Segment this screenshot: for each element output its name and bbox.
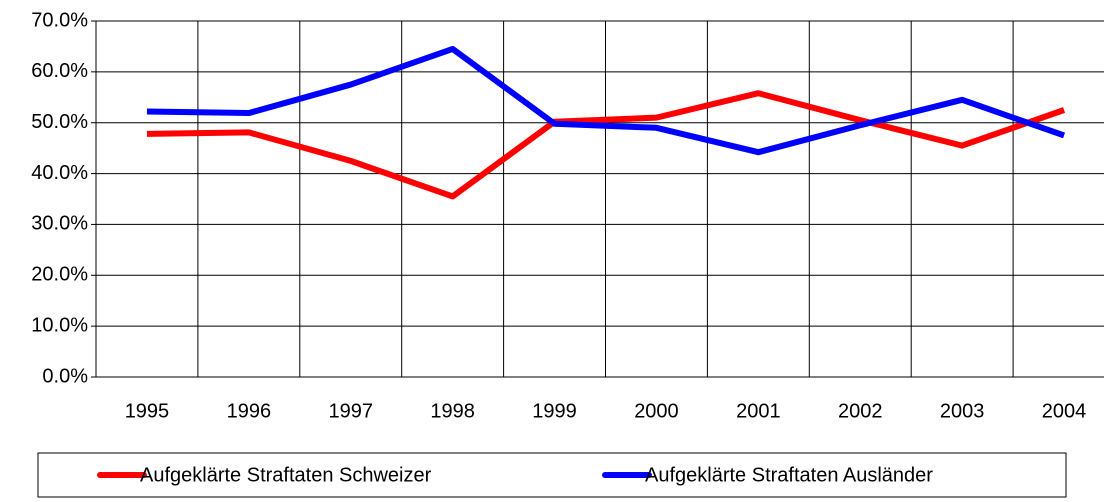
legend-label: Aufgeklärte Straftaten Ausländer (645, 464, 933, 486)
line-series (146, 90, 1066, 200)
x-tick-label: 2003 (940, 400, 985, 422)
x-tick-label: 1998 (430, 400, 475, 422)
y-tick-label: 10.0% (31, 314, 88, 336)
x-tick-label: 1996 (227, 400, 272, 422)
x-tick-label: 2001 (736, 400, 781, 422)
y-tick-label: 70.0% (31, 9, 88, 31)
x-tick-label: 1997 (329, 400, 374, 422)
plot-area (96, 21, 1104, 377)
legend-box (37, 452, 1067, 498)
y-tick-label: 30.0% (31, 213, 88, 235)
y-tick-label: 20.0% (31, 264, 88, 286)
y-tick-label: 0.0% (42, 365, 88, 387)
x-tick-label: 2004 (1042, 400, 1087, 422)
y-tick-label: 60.0% (31, 60, 88, 82)
y-tick-label: 40.0% (31, 162, 88, 184)
line-series (146, 45, 1066, 156)
x-tick-label: 2002 (838, 400, 883, 422)
x-tick-label: 1999 (532, 400, 577, 422)
x-tick-label: 2000 (634, 400, 679, 422)
x-tick-label: 1995 (125, 400, 170, 422)
legend-label: Aufgeklärte Straftaten Schweizer (140, 464, 432, 486)
y-tick-label: 50.0% (31, 111, 88, 133)
